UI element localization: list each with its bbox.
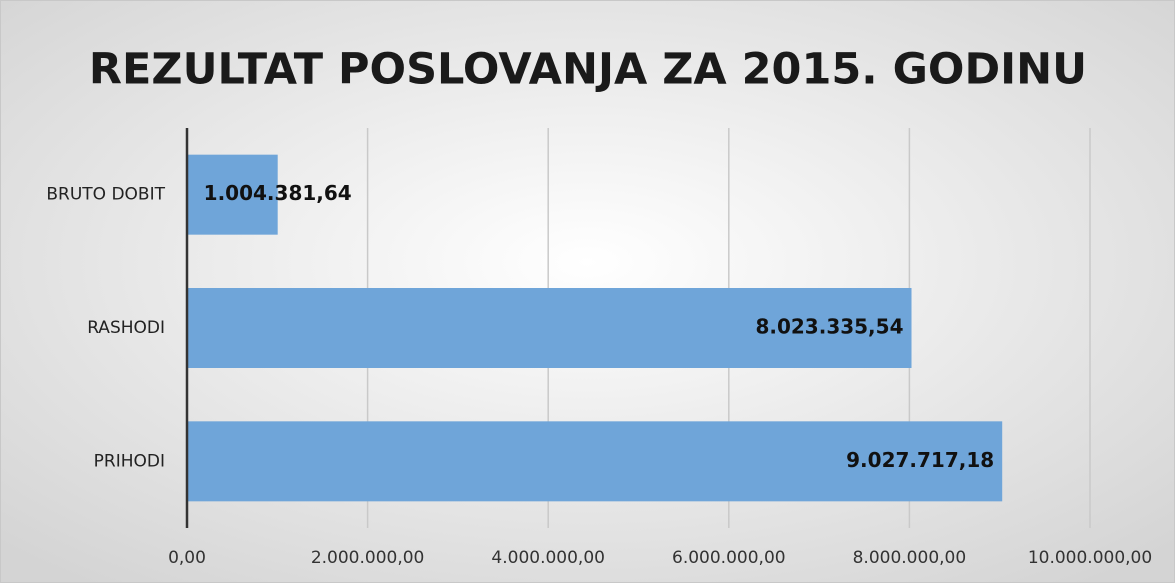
x-tick-label: 4.000.000,00 xyxy=(491,548,605,568)
data-label: 9.027.717,18 xyxy=(846,448,994,472)
bar xyxy=(187,154,278,235)
data-label: 8.023.335,54 xyxy=(755,315,903,339)
y-tick-label: BRUTO DOBIT xyxy=(46,185,165,205)
y-tick-label: RASHODI xyxy=(87,318,165,338)
chart-title: REZULTAT POSLOVANJA ZA 2015. GODINU xyxy=(89,45,1087,95)
x-tick-label: 2.000.000,00 xyxy=(311,548,425,568)
bars xyxy=(187,154,1003,502)
data-label: 1.004.381,64 xyxy=(204,181,352,205)
x-tick-label: 10.000.000,00 xyxy=(1028,548,1152,568)
bar xyxy=(187,288,912,368)
x-tick-label: 0,00 xyxy=(168,548,206,568)
y-tick-label: PRIHODI xyxy=(94,451,165,471)
x-tick-label: 8.000.000,00 xyxy=(853,548,967,568)
x-tick-label: 6.000.000,00 xyxy=(672,548,786,568)
bar xyxy=(187,421,1003,502)
